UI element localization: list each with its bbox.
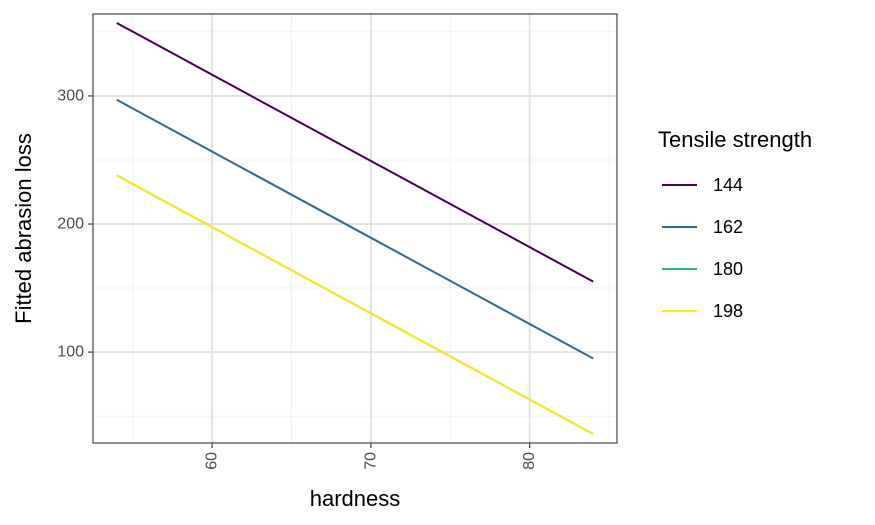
y-axis-title: Fitted abrasion loss [11, 133, 36, 324]
series-line-162 [116, 98, 594, 360]
x-tick-label: 70 [362, 452, 379, 470]
legend-label-198: 198 [713, 301, 743, 321]
major-gridlines [93, 14, 617, 443]
x-axis-ticks: 60 70 80 [204, 443, 538, 470]
x-tick-label: 60 [204, 452, 221, 470]
series-line-144 [116, 22, 594, 283]
x-axis-title: hardness [310, 486, 401, 511]
plot-panel-border [92, 13, 618, 444]
y-axis-ticks: 100 200 300 [57, 87, 93, 361]
series-line-198 [116, 174, 594, 435]
legend-label-162: 162 [713, 217, 743, 237]
series-lines [116, 22, 594, 435]
minor-gridlines [93, 14, 617, 443]
legend: 144 162 180 198 [662, 175, 743, 321]
y-tick-label: 200 [57, 216, 84, 233]
y-tick-label: 100 [57, 344, 84, 361]
legend-label-144: 144 [713, 175, 743, 195]
x-tick-label: 80 [521, 452, 538, 470]
legend-label-180: 180 [713, 259, 743, 279]
legend-title: Tensile strength [658, 127, 812, 152]
y-tick-label: 300 [57, 87, 84, 104]
